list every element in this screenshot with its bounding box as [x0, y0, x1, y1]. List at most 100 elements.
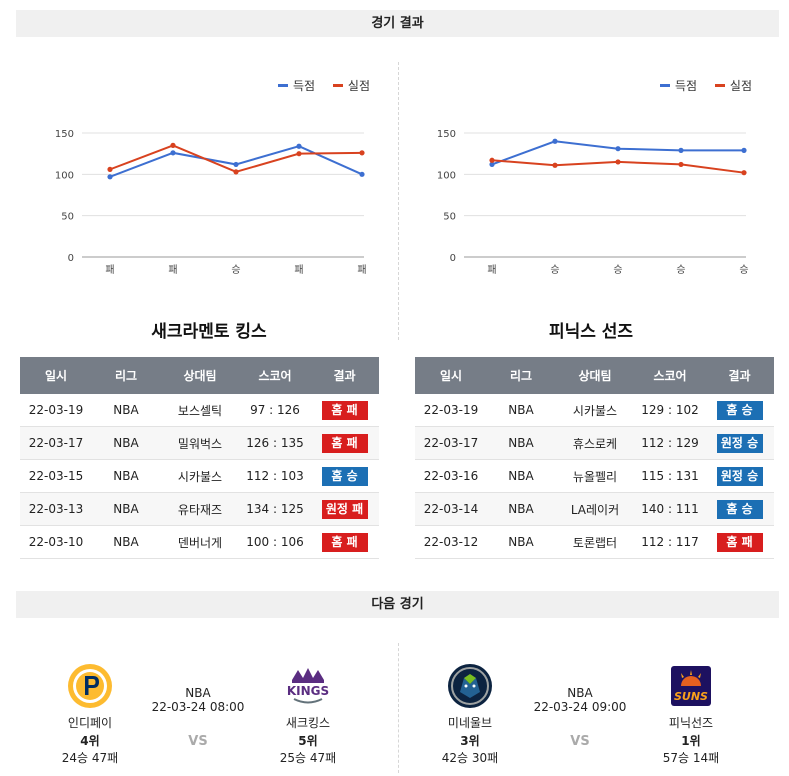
svg-text:KINGS: KINGS: [287, 684, 329, 698]
cell-league: NBA: [487, 426, 555, 460]
legend-scored-swatch: [660, 84, 670, 87]
data-point: [233, 169, 239, 175]
cell-date: 22-03-12: [415, 525, 487, 559]
cell-score: 97 : 126: [240, 394, 310, 427]
data-point: [296, 143, 302, 149]
x-tick-label: 승: [613, 264, 622, 276]
header-date: 일시: [415, 357, 487, 394]
team-record: 57승 14패: [662, 751, 720, 765]
right-team-score-chart: 0 50 100 150 패 승 승 승 승: [437, 129, 749, 276]
table-row: 22-03-12 NBA 토론랩터 112 : 117 홈 패: [415, 525, 774, 559]
next-game-2-info: NBA 22-03-24 09:00: [525, 686, 635, 714]
right-team-title: 피닉스 선즈: [548, 322, 634, 342]
next-game-datetime: 22-03-24 08:00: [151, 700, 245, 714]
cell-league: NBA: [92, 525, 160, 559]
next-game-2-away-team[interactable]: SUNS 피닉선즈 1위 57승 14패: [641, 650, 741, 766]
cell-league: NBA: [92, 394, 160, 427]
cell-league: NBA: [487, 394, 555, 427]
cell-result: 홈 패: [705, 525, 774, 559]
next-game-2: 미네울브 3위 42승 30패 NBA 22-03-24 09:00 VS SU…: [420, 650, 750, 775]
cell-date: 22-03-16: [415, 459, 487, 493]
cell-opponent: 휴스로케: [555, 426, 635, 460]
table-row: 22-03-13 NBA 유타재즈 134 : 125 원정 패: [20, 492, 379, 526]
cell-date: 22-03-17: [415, 426, 487, 460]
next-game-1-away-team[interactable]: KINGS 새크킹스 5위 25승 47패: [258, 650, 358, 766]
x-tick-label: 승: [676, 264, 685, 276]
data-point: [552, 162, 558, 168]
table-row: 22-03-15 NBA 시카불스 112 : 103 홈 승: [20, 459, 379, 493]
timberwolves-logo-icon: [448, 664, 492, 708]
cell-date: 22-03-19: [20, 394, 92, 427]
team-record: 42승 30패: [441, 751, 499, 765]
result-badge: 원정 승: [716, 433, 763, 453]
cell-result: 홈 승: [705, 394, 774, 427]
cell-result: 홈 패: [310, 426, 379, 460]
result-badge: 홈 승: [716, 400, 763, 420]
cell-result: 원정 패: [310, 492, 379, 526]
result-badge: 홈 승: [716, 499, 763, 519]
y-tick-label: 100: [437, 170, 456, 181]
cell-opponent: LA레이커: [555, 492, 635, 526]
left-team-title: 새크라멘토 킹스: [151, 322, 267, 342]
cell-opponent: 토론랩터: [555, 525, 635, 559]
cell-score: 112 : 129: [635, 426, 705, 460]
cell-score: 112 : 117: [635, 525, 705, 559]
legend-scored: 득점: [660, 77, 697, 94]
table-row: 22-03-10 NBA 덴버너게 100 : 106 홈 패: [20, 525, 379, 559]
kings-logo-icon: KINGS: [287, 668, 329, 704]
x-tick-label: 패: [294, 264, 303, 276]
table-row: 22-03-19 NBA 보스셀틱 97 : 126 홈 패: [20, 394, 379, 427]
svg-text:SUNS: SUNS: [674, 690, 708, 703]
vs-label: VS: [188, 734, 208, 749]
legend-scored: 득점: [278, 77, 315, 94]
x-tick-label: 패: [105, 264, 114, 276]
next-game-1-home-team[interactable]: 인디페이 4위 24승 47패: [40, 650, 140, 766]
suns-logo-icon: SUNS: [671, 666, 711, 706]
table-header-row: 일시 리그 상대팀 스코어 결과: [20, 357, 379, 394]
cell-date: 22-03-13: [20, 492, 92, 526]
y-tick-label: 100: [55, 170, 74, 181]
next-game-league: NBA: [185, 686, 211, 700]
cell-score: 112 : 103: [240, 459, 310, 493]
cell-score: 134 : 125: [240, 492, 310, 526]
series-line-1: [109, 144, 363, 173]
y-tick-label: 50: [61, 212, 74, 223]
table-row: 22-03-19 NBA 시카불스 129 : 102 홈 승: [415, 394, 774, 427]
vs-label: VS: [570, 734, 590, 749]
data-point: [296, 151, 302, 157]
y-tick-label: 150: [55, 129, 74, 140]
cell-result: 원정 승: [705, 426, 774, 460]
cell-league: NBA: [487, 492, 555, 526]
team-rank: 5위: [298, 734, 318, 748]
cell-date: 22-03-15: [20, 459, 92, 493]
cell-opponent: 유타재즈: [160, 492, 240, 526]
result-badge: 원정 승: [716, 466, 763, 486]
cell-date: 22-03-19: [415, 394, 487, 427]
cell-result: 홈 패: [310, 394, 379, 427]
chart-legend: 득점 실점: [264, 76, 370, 94]
legend-conceded-swatch: [332, 84, 343, 87]
x-tick-label: 패: [168, 264, 177, 276]
y-tick-label: 150: [437, 129, 456, 140]
results-divider: [398, 62, 399, 340]
team-name: 인디페이: [67, 716, 113, 730]
data-point: [359, 150, 365, 156]
table-row: 22-03-14 NBA LA레이커 140 : 111 홈 승: [415, 492, 774, 526]
cell-date: 22-03-17: [20, 426, 92, 460]
right-team-recent-games: 일시 리그 상대팀 스코어 결과 22-03-19 NBA 시카불스 129 : 10…: [415, 357, 774, 559]
result-badge: 원정 패: [321, 499, 368, 519]
team-name: 미네울브: [447, 716, 493, 730]
team-name: 새크킹스: [285, 716, 331, 730]
data-point: [741, 170, 747, 176]
result-badge: 홈 패: [321, 400, 368, 420]
result-badge: 홈 패: [321, 433, 368, 453]
header-score: 스코어: [240, 357, 310, 394]
next-game-2-home-team[interactable]: 미네울브 3위 42승 30패: [420, 650, 520, 766]
cell-result: 원정 승: [705, 459, 774, 493]
legend-scored-label: 득점: [293, 79, 316, 93]
y-tick-label: 50: [443, 212, 456, 223]
results-section-title: 경기 결과: [16, 10, 779, 37]
header-league: 리그: [92, 357, 160, 394]
next-game-section-title: 다음 경기: [16, 591, 779, 618]
cell-opponent: 뉴올펠리: [555, 459, 635, 493]
